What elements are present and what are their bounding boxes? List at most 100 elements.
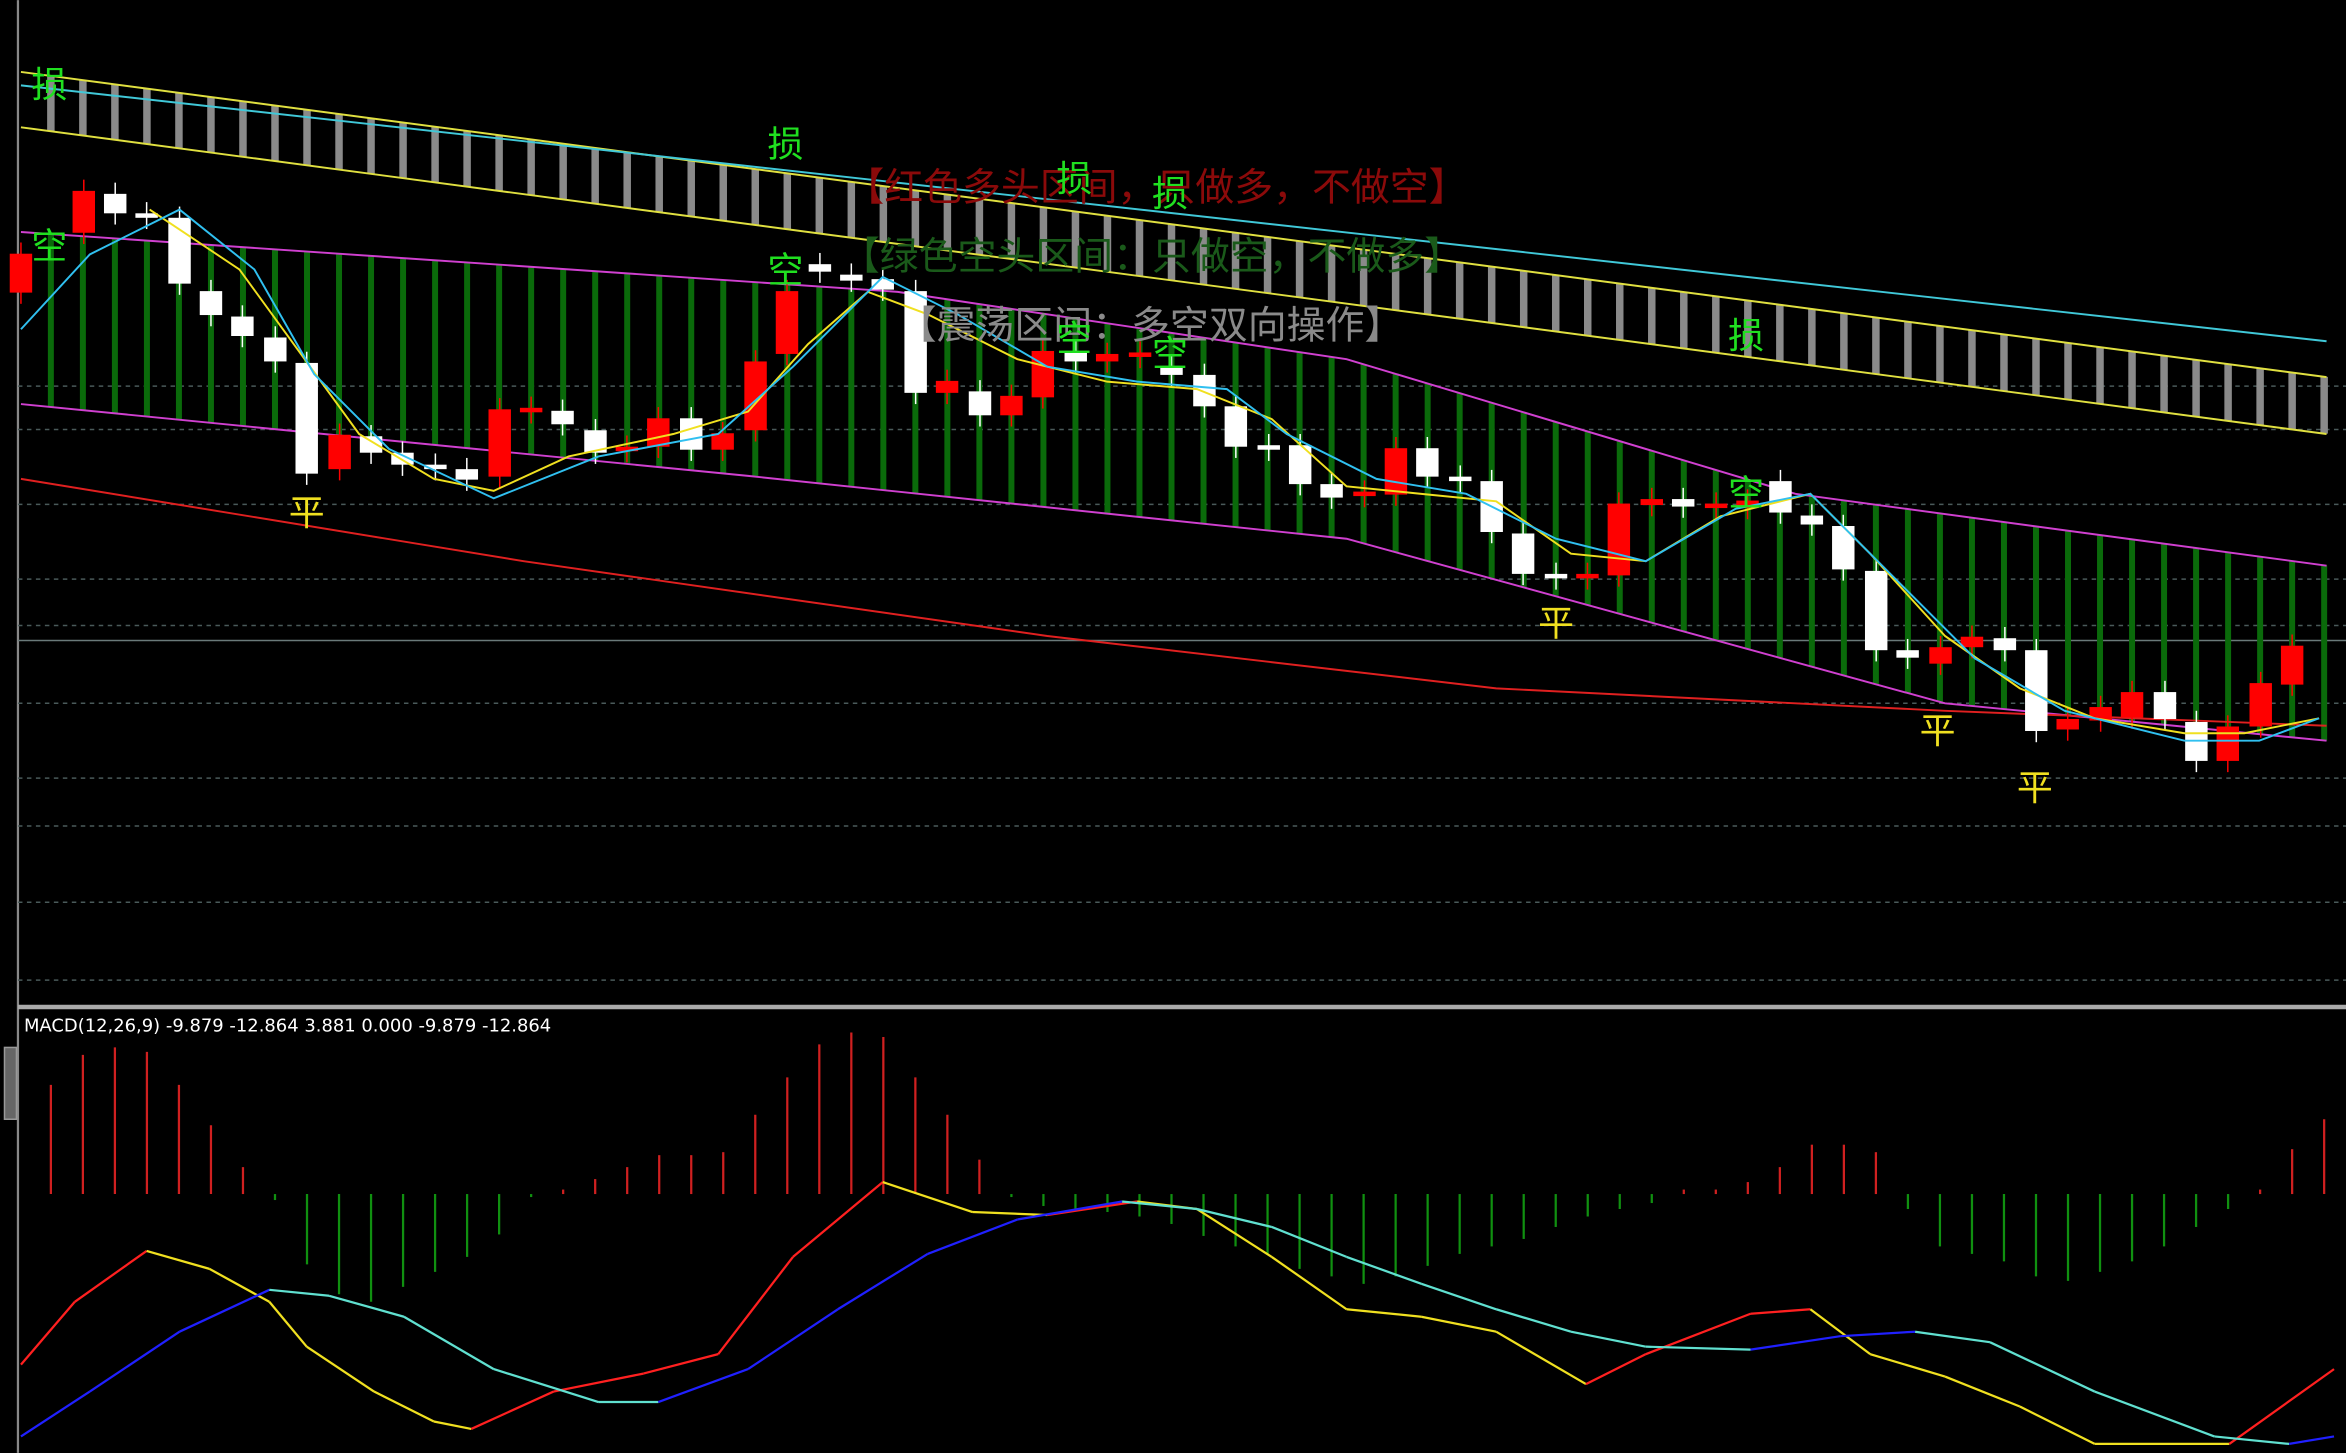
macd-line: [306, 1345, 375, 1393]
signal-line: [493, 1368, 599, 1404]
signal-line: [1196, 1207, 1273, 1229]
signal-line: [403, 1315, 495, 1371]
signal-marker: 损: [1056, 159, 1092, 200]
candle-body: [391, 452, 414, 465]
candle-body: [9, 253, 33, 293]
candle-body: [1544, 573, 1568, 579]
slow-ma: [20, 208, 2320, 742]
candle-body: [1896, 650, 1919, 658]
candle-body: [775, 291, 799, 354]
candle-body: [359, 436, 383, 453]
channel-upper: [20, 70, 2327, 379]
signal-line: [1495, 1308, 1572, 1333]
candle-body: [1288, 445, 1312, 485]
signal-line: [1989, 1341, 2096, 1393]
macd-line: [882, 1181, 973, 1214]
macd-line: [1944, 1375, 2021, 1408]
candle-body: [1864, 570, 1888, 651]
candle-body: [1257, 445, 1280, 450]
candle-body: [72, 190, 96, 233]
legend-text: 【红色多头区间，只做多，不做空】: [845, 166, 1467, 211]
signal-line: [179, 1288, 270, 1333]
scroll-handle: [3, 1046, 18, 1120]
candle-body: [488, 409, 511, 477]
legend-text: 【震荡区间：多空双向操作】: [898, 303, 1404, 348]
macd-line: [1346, 1308, 1422, 1318]
candle-body: [1384, 448, 1408, 495]
candle-body: [1576, 573, 1599, 579]
signal-line: [20, 1390, 91, 1438]
candle-body: [1800, 515, 1824, 525]
candle-body: [199, 291, 223, 316]
candle-body: [680, 418, 703, 450]
candle-body: [840, 274, 863, 281]
signal-line: [1645, 1345, 1751, 1351]
signal-marker: 空: [1728, 473, 1764, 514]
candle-body: [1416, 448, 1439, 477]
candle-body: [1449, 476, 1472, 482]
candle-body: [1353, 491, 1376, 497]
candle-body: [711, 433, 734, 450]
macd-line: [146, 1249, 210, 1270]
signal-line: [2094, 1390, 2215, 1438]
signal-marker: 平: [1538, 604, 1574, 645]
candle-body: [968, 391, 992, 416]
candle-body: [1640, 499, 1663, 506]
signal-marker: 空: [31, 226, 67, 267]
candle-body: [103, 193, 127, 214]
candle-body: [2056, 719, 2079, 730]
signal-marker: 空: [768, 250, 804, 291]
macd-line: [2019, 1405, 2096, 1445]
signal-marker: 空: [1152, 334, 1188, 375]
candle-body: [168, 217, 191, 284]
signal-line: [1750, 1335, 1841, 1351]
macd-line: [470, 1390, 555, 1430]
macd-line: [74, 1249, 148, 1303]
signal-line: [1914, 1330, 1991, 1344]
candle-body: [2216, 726, 2240, 761]
candle-body: [1671, 499, 1695, 507]
macd-line: [373, 1390, 435, 1423]
macd-line: [553, 1372, 644, 1393]
signal-line: [927, 1218, 1018, 1255]
macd-line: [1585, 1353, 1647, 1386]
signal-line: [1421, 1282, 1497, 1311]
fast-ma: [149, 208, 2320, 735]
candle-body: [1511, 533, 1535, 574]
signal-marker: 损: [1152, 174, 1188, 215]
candle-body: [647, 418, 670, 447]
candle-body: [1320, 484, 1343, 498]
candle-body: [519, 407, 543, 413]
signal-line: [2214, 1435, 2290, 1446]
candle-body: [1000, 395, 1023, 416]
signal-line: [1271, 1225, 1347, 1258]
signal-marker: 平: [289, 493, 325, 534]
candle-body: [1769, 481, 1792, 513]
candle-body: [1128, 352, 1152, 357]
signal-line: [747, 1308, 839, 1371]
signal-line: [2288, 1435, 2335, 1446]
candle-body: [2153, 692, 2177, 720]
macd-line: [1196, 1208, 1273, 1258]
signal-line: [657, 1368, 749, 1404]
signal-line: [1346, 1255, 1422, 1285]
signal-marker: 平: [2017, 768, 2053, 809]
candle-body: [1064, 350, 1087, 362]
macd-line: [1869, 1353, 1946, 1378]
macd-line: [20, 1301, 76, 1366]
candle-body: [935, 380, 959, 393]
candle-body: [551, 410, 574, 425]
candle-body: [135, 213, 158, 218]
candle-body: [2280, 645, 2304, 685]
macd-line: [1421, 1315, 1497, 1333]
candle-body: [1160, 365, 1183, 375]
candle-body: [264, 337, 287, 362]
macd-line: [208, 1267, 270, 1303]
macd-line: [268, 1301, 308, 1348]
macd-line: [2228, 1368, 2335, 1445]
macd-line: [1750, 1308, 1811, 1315]
candle-body: [1607, 503, 1631, 576]
candle-body: [295, 362, 318, 474]
